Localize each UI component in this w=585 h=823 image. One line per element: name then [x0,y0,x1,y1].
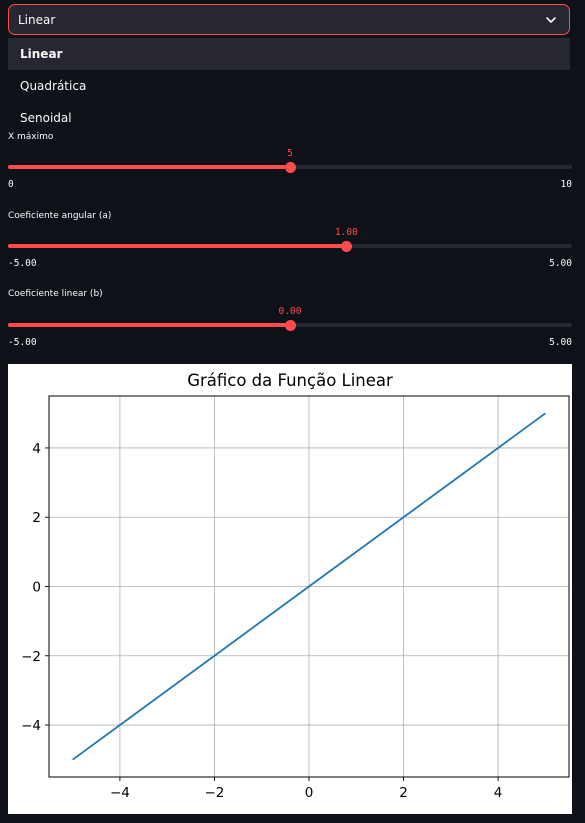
option-senoidal[interactable]: Senoidal [8,102,570,130]
option-label: Linear [20,47,63,61]
y-tick-label: −2 [21,649,41,665]
slider-max-coef-b: 5.00 [549,337,572,348]
y-tick-label: −4 [21,718,41,734]
chevron-down-icon [546,17,556,23]
slider-thumb-x-max[interactable] [284,161,296,173]
option-quadratica[interactable]: Quadrática [8,70,570,102]
slider-max-coef-a: 5.00 [549,258,572,269]
slider-thumb-coef-a[interactable] [340,240,352,252]
x-tick-label: 0 [305,785,314,801]
slider-value-x-max: 5 [287,148,293,159]
function-select[interactable]: Linear [8,4,570,35]
slider-value-coef-b: 0.00 [278,306,302,317]
series-line [72,412,546,761]
slider-track-coef-a[interactable] [8,244,572,248]
slider-label-coef-b: Coeficiente linear (b) [8,289,103,299]
y-tick-label: 4 [32,441,41,457]
slider-max-x-max: 10 [560,179,572,190]
slider-thumb-coef-b[interactable] [284,319,296,331]
x-tick-label: −4 [110,785,130,801]
slider-label-coef-a: Coeficiente angular (a) [8,211,112,221]
select-dropdown: Linear Quadrática Senoidal [8,38,570,130]
x-tick-label: 2 [399,785,408,801]
chart-title: Gráfico da Função Linear [187,371,393,390]
slider-label-x-max: X máximo [8,132,54,142]
y-tick-label: 2 [32,510,41,526]
slider-min-coef-a: -5.00 [8,258,37,269]
x-tick-label: 4 [494,785,503,801]
option-linear[interactable]: Linear [8,38,570,70]
select-value: Linear [18,13,56,27]
option-label: Quadrática [20,79,87,93]
slider-value-coef-a: 1.00 [334,227,358,238]
y-tick-label: 0 [32,580,41,596]
slider-min-coef-b: -5.00 [8,337,37,348]
chart-svg: −4 −2 0 2 4 −4 −2 0 2 4 [21,395,570,801]
plot-figure: Gráfico da Função Linear −4 −2 0 2 4 −4 −2 0 2 4 [8,364,572,814]
slider-min-x-max: 0 [8,179,14,190]
x-tick-label: −2 [205,785,225,801]
option-label: Senoidal [20,111,72,125]
